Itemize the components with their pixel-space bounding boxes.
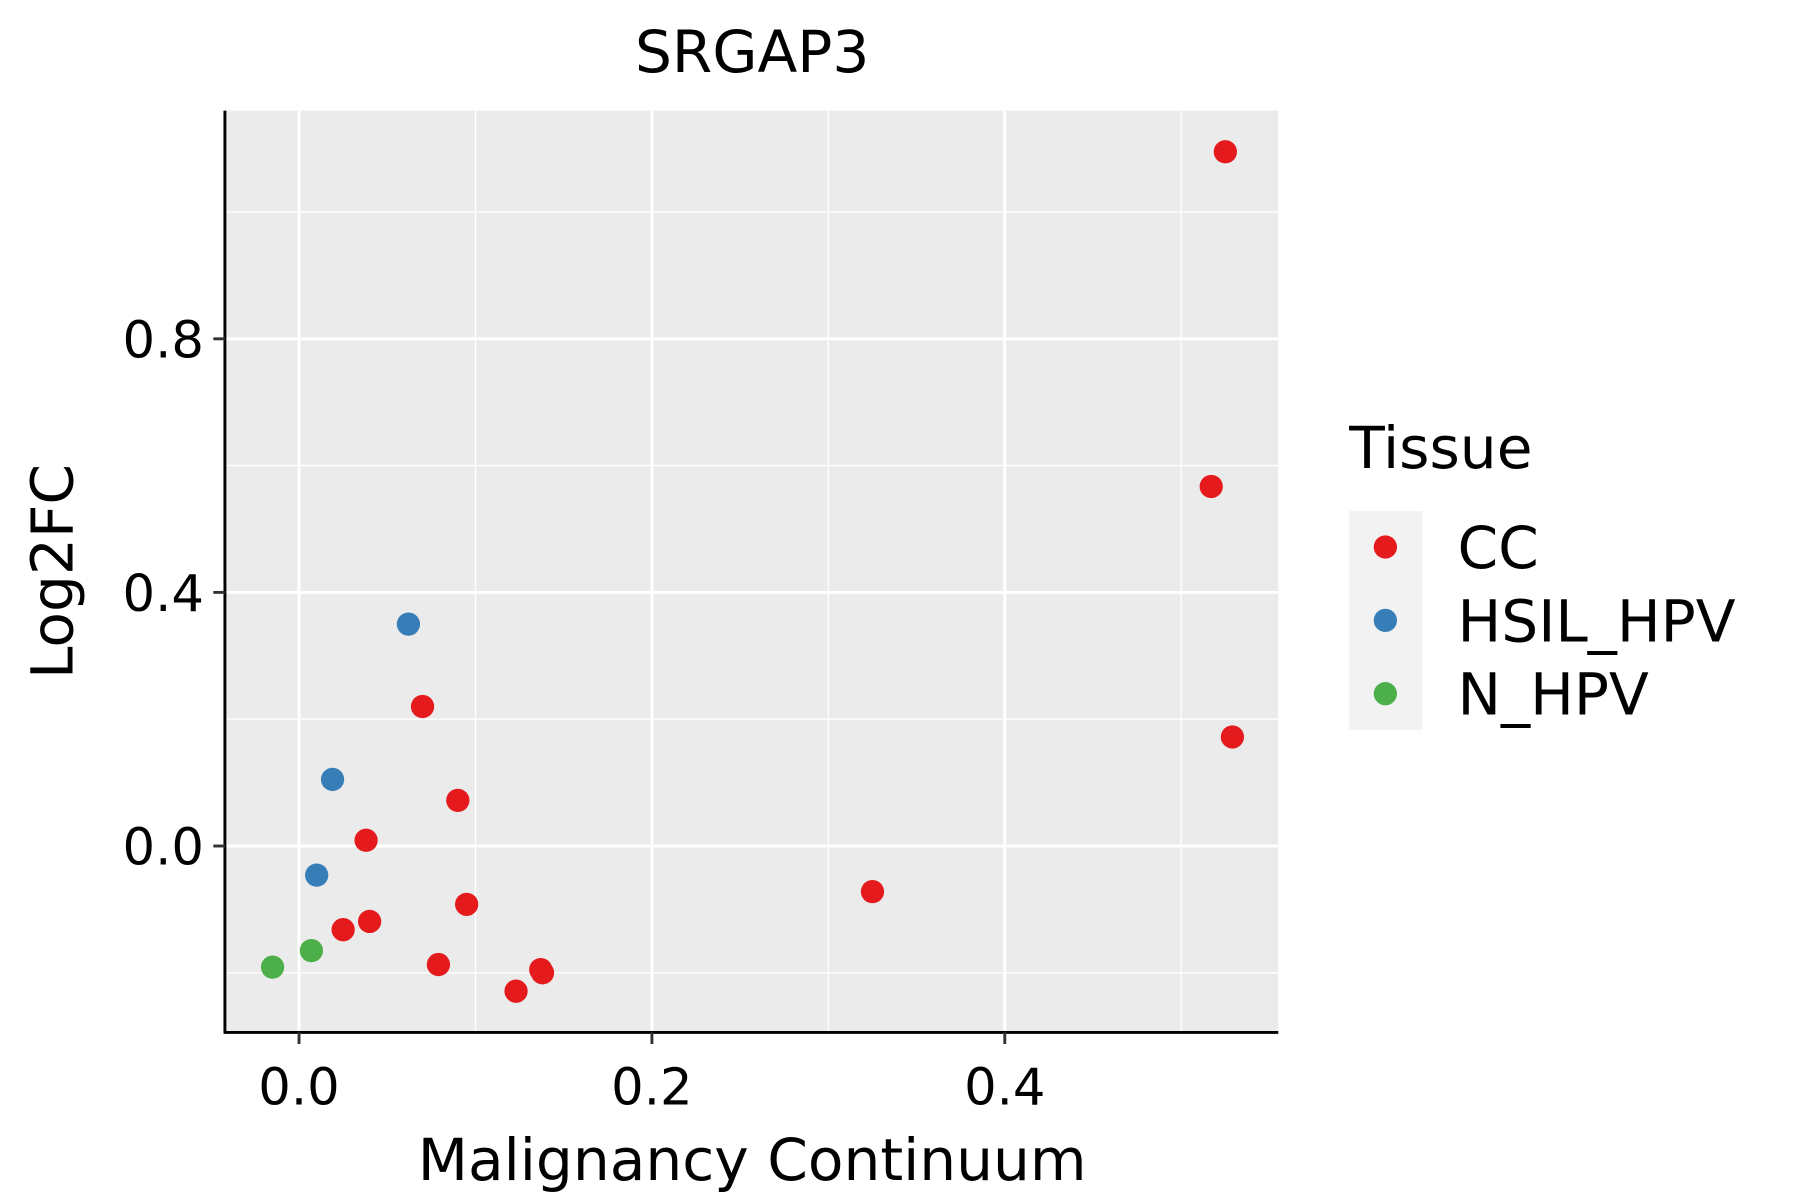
data-point-n-hpv [299, 938, 324, 963]
grid-lines [224, 110, 1279, 1033]
data-point-n-hpv [260, 955, 285, 979]
legend-label: HSIL_HPV [1458, 587, 1736, 655]
data-point-cc [530, 961, 555, 985]
data-point-hsil-hpv [396, 612, 421, 636]
legend-key-hsil-hpv [1373, 608, 1397, 633]
data-point-hsil-hpv [320, 767, 345, 792]
y-axis-ticks: 0.0 0.4 0.8 [123, 310, 225, 878]
data-point-cc [354, 828, 378, 852]
data-point-cc [860, 880, 885, 904]
x-tick-label: 0.4 [964, 1058, 1045, 1118]
x-tick-label: 0.0 [258, 1058, 339, 1118]
y-tick-label: 0.8 [123, 310, 204, 370]
x-axis-ticks: 0.0 0.2 0.4 [258, 1032, 1046, 1118]
data-point-cc [446, 788, 470, 812]
chart-title: SRGAP3 [635, 18, 869, 86]
data-point-cc [1199, 474, 1223, 499]
data-point-cc [455, 892, 479, 916]
data-point-cc [331, 918, 355, 942]
data-point-cc [504, 979, 528, 1003]
y-axis-label: Log2FC [18, 464, 86, 679]
legend-title: Tissue [1348, 414, 1532, 482]
data-points [260, 140, 1245, 1003]
legend-key-cc [1373, 535, 1397, 559]
legend-key-n-hpv [1373, 682, 1397, 706]
y-tick-label: 0.4 [123, 564, 204, 624]
data-point-cc [1213, 140, 1237, 164]
data-point-cc [410, 694, 435, 719]
data-point-cc [357, 909, 382, 934]
data-point-cc [426, 952, 451, 977]
x-tick-label: 0.2 [611, 1058, 692, 1118]
plot-panel [224, 110, 1279, 1033]
x-axis-label: Malignancy Continuum [418, 1126, 1087, 1194]
data-point-hsil-hpv [305, 863, 329, 887]
legend-label: CC [1458, 514, 1539, 582]
y-tick-label: 0.0 [123, 818, 204, 878]
legend-label: N_HPV [1458, 661, 1649, 729]
data-point-cc [1220, 725, 1245, 749]
